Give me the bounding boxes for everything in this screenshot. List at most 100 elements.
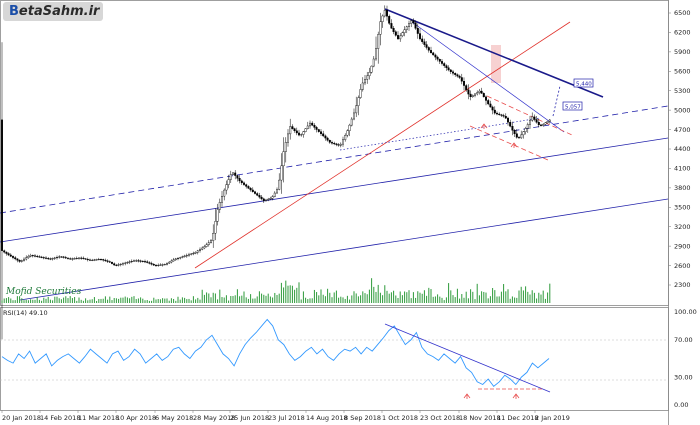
candle-body xyxy=(106,260,109,262)
volume-bar xyxy=(236,289,238,303)
candle-body xyxy=(86,259,89,261)
volume-bar xyxy=(272,297,274,303)
candle-body xyxy=(489,103,492,108)
candle-body xyxy=(95,259,98,261)
volume-bar xyxy=(432,296,434,303)
volume-bar xyxy=(478,295,480,303)
candle-body xyxy=(117,264,120,266)
volume-bar xyxy=(476,283,478,303)
candle-body xyxy=(348,124,351,131)
candle-body xyxy=(273,192,276,197)
candle-body xyxy=(485,96,488,101)
candle-body xyxy=(474,93,477,96)
candle-body xyxy=(139,260,142,262)
candle-body xyxy=(344,135,347,140)
volume-bar xyxy=(362,291,364,303)
candle-body xyxy=(130,261,133,263)
volume-bar xyxy=(496,296,498,303)
volume-bar xyxy=(529,294,531,303)
date-tick-label: 6 May 2018 xyxy=(155,414,193,422)
candle-body xyxy=(104,259,107,262)
volume-bar xyxy=(441,297,443,303)
candle-body xyxy=(45,257,48,259)
volume-bar xyxy=(197,297,199,303)
target-box-2 xyxy=(562,101,583,111)
volume-bar xyxy=(445,297,447,303)
volume-bar xyxy=(3,298,5,303)
candle-body xyxy=(271,196,274,199)
candle-body xyxy=(480,90,483,94)
candle-body xyxy=(414,22,417,29)
candle-body xyxy=(469,93,472,98)
candle-body xyxy=(295,130,298,134)
volume-bar xyxy=(56,296,58,303)
volume-bar xyxy=(456,288,458,303)
candle-body xyxy=(427,47,430,51)
date-tick-label: 25 Jun 2018 xyxy=(230,414,269,422)
candle-body xyxy=(165,263,168,265)
date-tick-label: 10 Apr 2018 xyxy=(116,414,156,422)
volume-bar xyxy=(498,296,500,303)
volume-bar xyxy=(344,298,346,303)
candle-body xyxy=(64,257,67,259)
volume-bar xyxy=(507,289,509,303)
volume-bar xyxy=(410,298,412,303)
candle-body xyxy=(471,95,474,98)
volume-bar xyxy=(177,296,179,303)
candle-body xyxy=(533,116,536,120)
date-tick-label: 11 Mar 2018 xyxy=(78,414,119,422)
volume-bar xyxy=(538,292,540,303)
volume-bar xyxy=(111,300,113,303)
volume-bar xyxy=(439,296,441,303)
volume-bar xyxy=(232,296,234,303)
volume-bar xyxy=(25,299,27,303)
volume-bar xyxy=(254,298,256,303)
candle-body xyxy=(126,262,129,264)
volume-bar xyxy=(448,283,450,303)
rsi-axis: 100.00 70.00 30.00 0.00 xyxy=(674,308,697,409)
volume-bar xyxy=(239,296,241,303)
candle-body xyxy=(511,126,514,131)
candle-body xyxy=(183,255,186,257)
candle-body xyxy=(97,259,100,261)
price-tick-label: 2900 xyxy=(674,242,691,250)
rsi-label: RSI(14) 49.10 xyxy=(3,309,48,317)
candle-body xyxy=(1,119,4,251)
volume-bar xyxy=(280,282,282,303)
logo-badge: BetaSahm.ir xyxy=(3,2,103,21)
candle-body xyxy=(487,100,490,105)
volume-bar xyxy=(258,291,260,303)
candle-body xyxy=(5,251,8,254)
volume-bar xyxy=(276,294,278,303)
pivot-arrow-2 xyxy=(510,142,518,148)
volume-bar xyxy=(377,284,379,303)
candle-body xyxy=(289,126,292,135)
candle-body xyxy=(9,254,12,257)
volume-bar xyxy=(494,290,496,303)
volume-bar xyxy=(124,296,126,303)
candle-body xyxy=(218,202,221,210)
volume-bar xyxy=(115,298,117,303)
candle-body xyxy=(157,264,160,266)
volume-bar xyxy=(547,292,549,303)
volume-bar xyxy=(135,299,137,303)
candle-body xyxy=(113,263,116,266)
pivot-arrow-1 xyxy=(480,123,488,129)
candle-body xyxy=(518,137,521,139)
candle-body xyxy=(276,189,279,194)
candle-body xyxy=(491,106,494,111)
volume-bar xyxy=(199,299,201,303)
volume-bar xyxy=(459,298,461,303)
volume-bar xyxy=(316,292,318,303)
candle-body xyxy=(40,256,43,258)
candle-body xyxy=(137,260,140,262)
volume-bar xyxy=(492,288,494,303)
date-tick-label: 14 Aug 2018 xyxy=(306,414,348,422)
date-tick-label: 23 Jul 2018 xyxy=(268,414,305,422)
rsi-arrow-1 xyxy=(463,393,471,399)
candle-body xyxy=(242,182,245,185)
candle-body xyxy=(108,261,111,263)
candle-body xyxy=(425,44,428,48)
volume-bar xyxy=(245,297,247,303)
